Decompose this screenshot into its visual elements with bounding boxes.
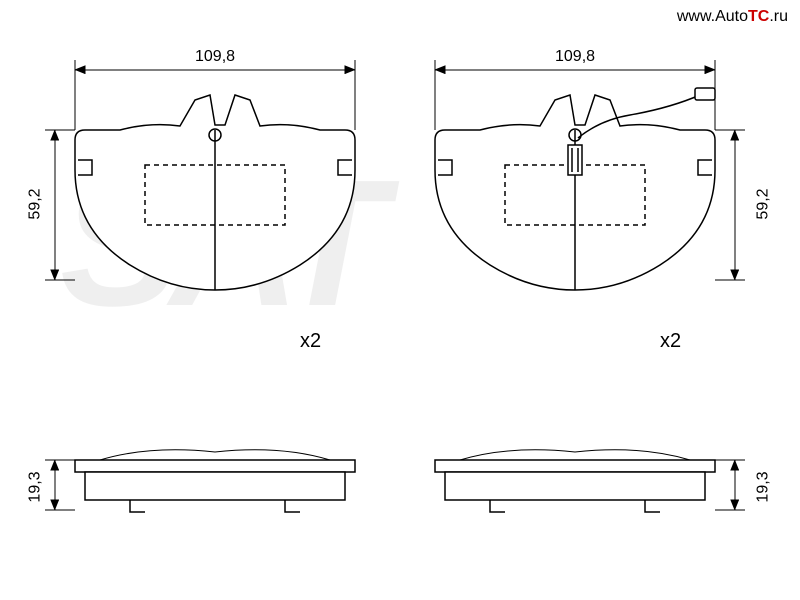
right-width-label: 109,8 (555, 48, 595, 66)
right-height-label: 59,2 (755, 188, 773, 219)
brake-pad-diagram (0, 0, 800, 600)
right-thickness-label: 19,3 (755, 471, 773, 502)
left-height-label: 59,2 (27, 188, 45, 219)
right-qty-label: x2 (660, 330, 681, 353)
left-width-label: 109,8 (195, 48, 235, 66)
left-thickness-label: 19,3 (27, 471, 45, 502)
left-qty-label: x2 (300, 330, 321, 353)
